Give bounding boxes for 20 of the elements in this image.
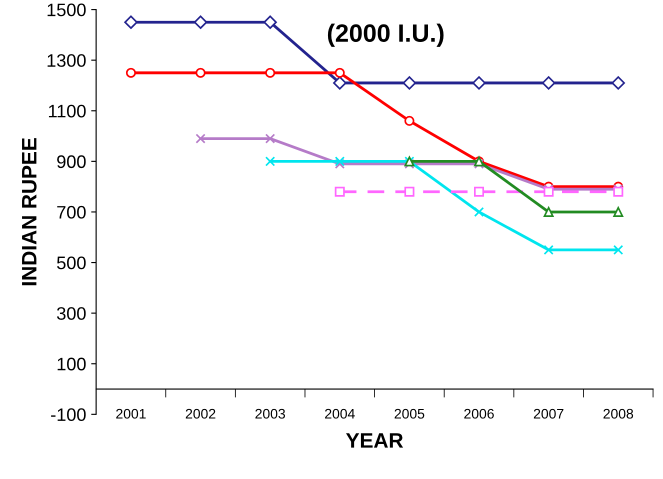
y-tick-label: 300 xyxy=(56,307,86,320)
x-tick-label: 2007 xyxy=(534,408,564,419)
x-tick-label: 2008 xyxy=(604,408,634,419)
x-tick-label: 2001 xyxy=(116,408,146,419)
y-tick-label: 500 xyxy=(57,256,86,270)
x-tick-label: 2005 xyxy=(394,408,424,419)
y-tick-label: -100 xyxy=(51,408,86,422)
y-tick-label: 900 xyxy=(57,155,86,168)
x-tick-label: 2002 xyxy=(186,408,216,419)
x-tick-label: 2004 xyxy=(325,408,355,419)
y-tick-label: 1300 xyxy=(48,54,86,67)
y-tick-label: 700 xyxy=(57,206,86,219)
x-tick-label: 2006 xyxy=(464,408,494,419)
text: (2000 I.U.) xyxy=(328,24,444,47)
x-axis-title: YEAR xyxy=(346,433,404,448)
x-tick-label: 2003 xyxy=(255,408,286,419)
y-tick-label: 1500 xyxy=(48,4,86,16)
y-axis-title: INDIAN RUPEE xyxy=(22,138,37,286)
y-tick-label: 1100 xyxy=(48,104,86,118)
y-tick-label: 100 xyxy=(58,358,86,370)
